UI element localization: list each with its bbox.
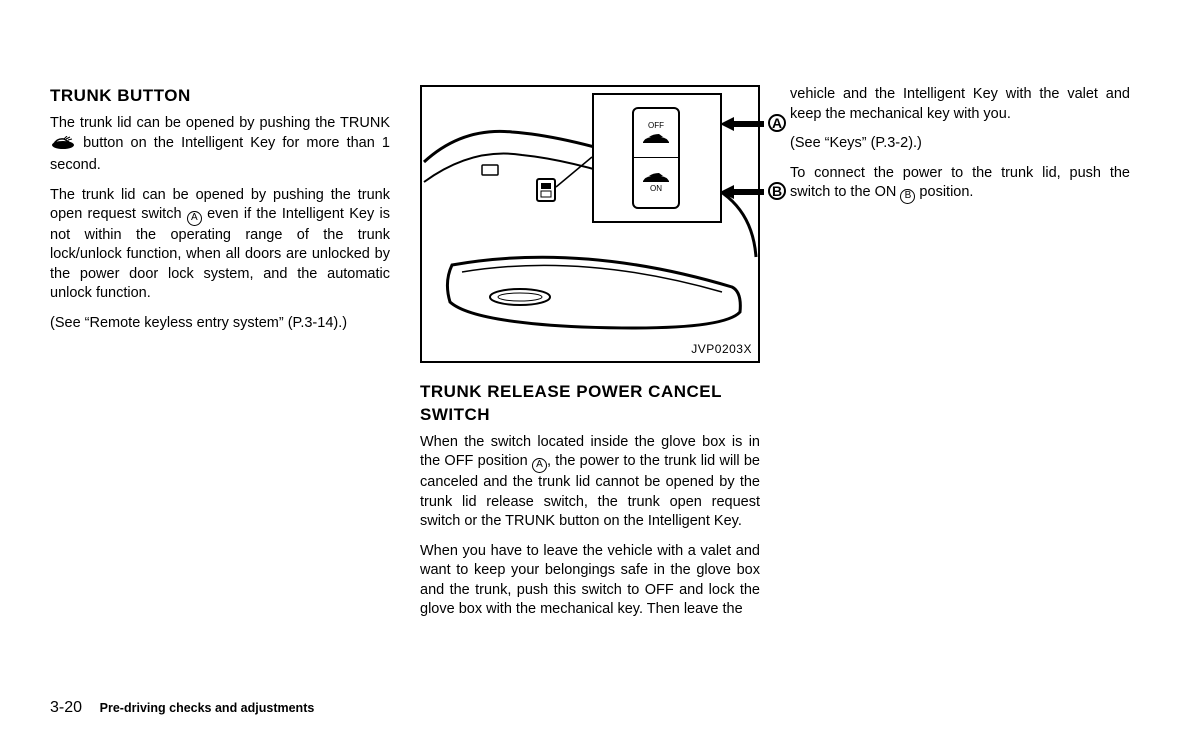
figure-inset: OFF ON xyxy=(592,93,722,223)
circled-a-icon: A xyxy=(768,114,786,132)
text: The trunk lid can be opened by pushing t… xyxy=(50,115,390,131)
paragraph: vehicle and the Intelligent Key with the… xyxy=(790,85,1130,124)
switch-off-label: OFF xyxy=(648,121,664,132)
car-silhouette-icon xyxy=(641,172,671,184)
paragraph: To connect the power to the trunk lid, p… xyxy=(790,164,1130,204)
paragraph: (See “Remote keyless entry system” (P.3-… xyxy=(50,314,390,334)
text: button on the Intelligent Key for more t… xyxy=(50,135,390,174)
page-footer: 3-20 Pre-driving checks and adjustments xyxy=(50,699,314,717)
column-1: TRUNK BUTTON The trunk lid can be opened… xyxy=(50,85,390,630)
circled-a-icon: A xyxy=(187,211,202,226)
paragraph: The trunk lid can be opened by pushing t… xyxy=(50,114,390,176)
switch-on-half: ON xyxy=(634,158,678,207)
figure-id: JVP0203X xyxy=(691,341,752,357)
marker-b: B xyxy=(768,182,786,201)
figure-glovebox-switch: OFF ON xyxy=(420,85,760,363)
paragraph: (See “Keys” (P.3-2).) xyxy=(790,134,1130,154)
circled-b-icon: B xyxy=(768,182,786,200)
trunk-open-icon xyxy=(51,136,75,157)
page-number: 3-20 xyxy=(50,699,82,716)
page-columns: TRUNK BUTTON The trunk lid can be opened… xyxy=(50,85,1155,630)
heading-trunk-button: TRUNK BUTTON xyxy=(50,85,390,108)
switch-off-half: OFF xyxy=(634,109,678,158)
marker-a: A xyxy=(768,114,786,133)
section-title: Pre-driving checks and adjustments xyxy=(100,701,315,715)
heading-trunk-release-switch: TRUNK RELEASE POWER CANCEL SWITCH xyxy=(420,381,760,427)
text: position. xyxy=(915,184,973,200)
column-2: OFF ON xyxy=(420,85,760,630)
switch-diagram: OFF ON xyxy=(632,107,680,209)
car-silhouette-icon xyxy=(641,133,671,145)
circled-a-icon: A xyxy=(532,458,547,473)
paragraph: When the switch located inside the glove… xyxy=(420,433,760,532)
arrow-b-icon xyxy=(720,185,764,199)
arrow-a-icon xyxy=(720,117,764,131)
switch-on-label: ON xyxy=(650,184,662,195)
paragraph: The trunk lid can be opened by pushing t… xyxy=(50,186,390,304)
column-3: vehicle and the Intelligent Key with the… xyxy=(790,85,1130,630)
circled-b-icon: B xyxy=(900,189,915,204)
paragraph: When you have to leave the vehicle with … xyxy=(420,542,760,620)
